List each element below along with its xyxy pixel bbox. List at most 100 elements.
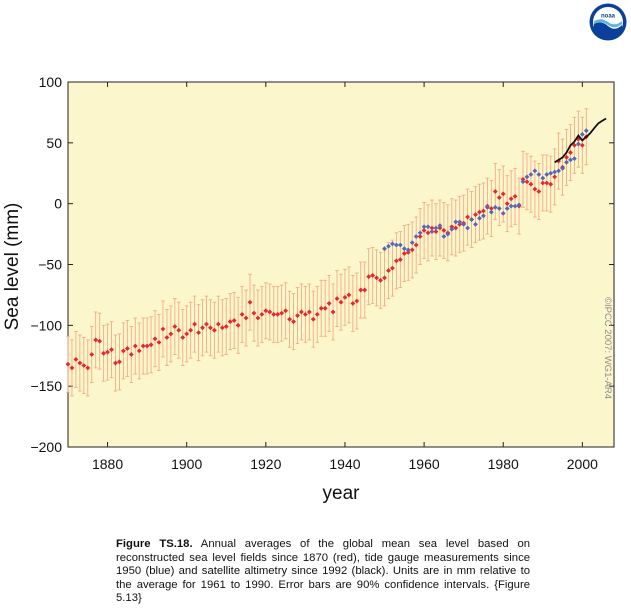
blue-data-point xyxy=(528,172,534,177)
blue-data-point xyxy=(516,202,522,208)
blue-data-point xyxy=(461,221,467,227)
axis-ticks: −200 −150 −100 −50 0 50 100 1880 1900 1920 1940 196… xyxy=(30,74,614,472)
red-data-point xyxy=(235,322,241,328)
red-data-point xyxy=(255,315,261,321)
red-data-point xyxy=(524,179,530,185)
y-tick-label: −200 xyxy=(30,439,62,455)
red-data-point xyxy=(192,321,198,327)
red-data-point xyxy=(211,327,217,333)
red-data-point xyxy=(437,225,443,231)
noaa-logo-text: noaa xyxy=(601,14,616,20)
blue-data-point xyxy=(492,204,498,210)
red-data-point xyxy=(271,311,277,317)
red-data-point xyxy=(172,324,178,329)
blue-data-point xyxy=(520,179,526,185)
blue-data-point xyxy=(465,225,471,231)
red-data-point xyxy=(263,308,269,314)
red-data-point xyxy=(512,193,518,199)
red-data-point xyxy=(425,230,431,236)
caption-label: Figure TS.18. xyxy=(116,538,193,550)
red-data-point xyxy=(299,309,304,315)
red-data-point xyxy=(508,196,514,202)
red-data-point xyxy=(69,365,75,371)
red-data-point xyxy=(267,309,273,315)
red-data-point xyxy=(370,273,376,278)
red-data-point xyxy=(105,349,110,355)
blue-data-point xyxy=(429,229,435,235)
red-data-point xyxy=(330,309,336,315)
red-data-point xyxy=(342,294,348,300)
red-data-point xyxy=(338,299,344,305)
y-tick-label: −100 xyxy=(30,317,62,333)
red-data-point xyxy=(164,335,170,340)
red-data-point xyxy=(572,142,577,148)
red-data-point xyxy=(176,327,182,333)
blue-data-point xyxy=(477,215,482,221)
blue-data-point xyxy=(544,172,550,177)
plot-area xyxy=(67,81,615,448)
red-data-point xyxy=(528,181,534,187)
red-data-point xyxy=(251,310,257,316)
blue-data-point xyxy=(512,203,518,209)
red-data-point xyxy=(544,180,550,186)
blue-data-point xyxy=(382,246,387,252)
blue-data-point xyxy=(568,157,573,163)
red-data-point xyxy=(160,326,166,332)
x-tick-label: 1960 xyxy=(409,456,440,472)
red-data-point xyxy=(97,338,103,344)
red-data-point xyxy=(318,305,324,311)
red-data-point xyxy=(132,343,138,349)
red-data-point xyxy=(382,275,387,281)
red-data-point xyxy=(421,228,427,233)
red-data-point xyxy=(397,257,403,263)
red-data-point xyxy=(322,305,328,311)
red-data-point xyxy=(481,208,486,214)
blue-data-point xyxy=(583,128,589,134)
red-data-point xyxy=(457,221,463,227)
red-data-point xyxy=(579,142,585,148)
blue-data-point xyxy=(484,204,490,210)
red-data-point xyxy=(208,325,213,331)
x-tick-label: 1880 xyxy=(92,456,123,472)
red-data-point xyxy=(386,268,391,273)
red-data-point xyxy=(453,225,459,231)
caption-text: Annual averages of the global mean sea l… xyxy=(116,538,531,605)
red-data-point xyxy=(283,308,289,314)
red-data-point xyxy=(564,155,569,160)
blue-data-point xyxy=(397,242,403,248)
blue-data-point xyxy=(556,168,562,174)
blue-data-point xyxy=(413,234,419,239)
red-data-point xyxy=(247,299,253,305)
red-data-point xyxy=(89,352,95,357)
red-data-point xyxy=(326,301,332,306)
x-tick-label: 2000 xyxy=(567,456,598,472)
red-data-point xyxy=(500,191,506,197)
blue-data-point xyxy=(457,219,463,225)
blue-data-point xyxy=(488,209,494,215)
blue-data-point xyxy=(445,231,451,237)
blue-data-point xyxy=(469,217,474,222)
y-tick-label: 0 xyxy=(54,196,62,212)
satellite-line-layer xyxy=(554,117,607,164)
y-tick-label: 50 xyxy=(46,135,62,151)
red-data-point xyxy=(465,214,471,220)
blue-data-point xyxy=(393,242,399,248)
blue-data-point xyxy=(473,221,478,227)
x-axis-label: year xyxy=(323,483,361,504)
red-data-point xyxy=(184,331,190,337)
red-data-point xyxy=(124,346,130,351)
noaa-logo: noaa xyxy=(589,3,627,41)
x-tick-label: 1900 xyxy=(171,456,202,472)
red-data-point xyxy=(77,360,83,366)
red-data-point xyxy=(441,228,447,233)
blue-data-point xyxy=(504,206,510,211)
blue-data-point xyxy=(496,206,502,211)
red-data-point xyxy=(81,363,87,368)
figure-caption: Figure TS.18. Annual averages of the glo… xyxy=(116,538,530,606)
red-data-point xyxy=(552,174,558,180)
blue-data-point xyxy=(437,223,443,228)
red-data-point xyxy=(180,335,186,340)
blue-data-point xyxy=(540,175,546,181)
red-data-point xyxy=(113,360,118,366)
blue-data-point xyxy=(564,159,569,165)
